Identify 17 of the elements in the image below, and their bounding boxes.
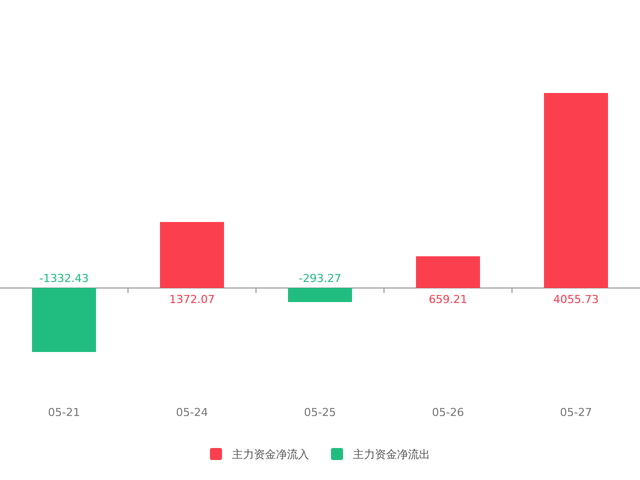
legend-label: 主力资金净流出 (353, 448, 430, 461)
x-tick-label: 05-27 (560, 406, 592, 419)
bar (544, 93, 608, 288)
data-label: 659.21 (428, 292, 468, 306)
data-label: 1372.07 (169, 292, 215, 306)
bar (32, 288, 96, 352)
x-tick-label: 05-26 (432, 406, 464, 419)
data-label: -1332.43 (39, 272, 89, 285)
data-label: -293.27 (298, 272, 342, 285)
bar (160, 222, 224, 288)
x-tick-label: 05-24 (176, 406, 208, 419)
legend-label: 主力资金净流入 (232, 448, 309, 461)
x-tick-label: 05-21 (48, 406, 80, 419)
bar (416, 256, 480, 288)
data-label: 4055.73 (553, 292, 599, 306)
bar (288, 288, 352, 302)
x-tick-label: 05-25 (304, 406, 336, 419)
